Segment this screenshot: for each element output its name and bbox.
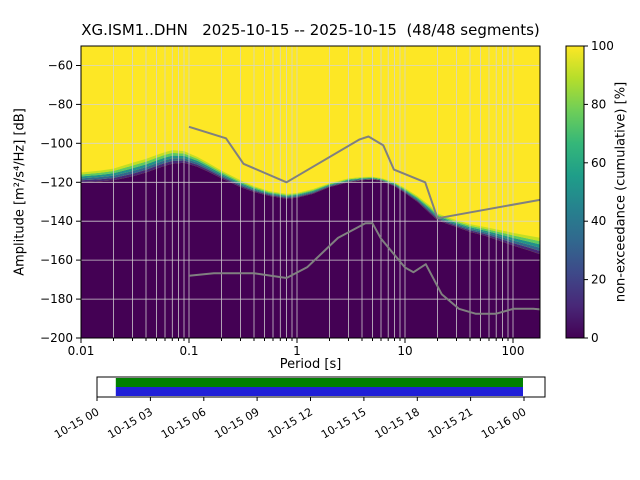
colorbar-tick-label: 80 <box>591 97 606 111</box>
timeline-tick-label: 10-15 18 <box>372 405 421 441</box>
timeline-tick-label: 10-15 15 <box>319 405 368 441</box>
x-axis-ticks <box>80 338 514 343</box>
y-tick-label: −180 <box>40 292 73 306</box>
colorbar-tick-label: 20 <box>591 273 606 287</box>
x-tick-label: 0.1 <box>179 344 198 358</box>
y-tick-label: −60 <box>48 59 73 73</box>
colorbar-tick-label: 40 <box>591 214 606 228</box>
ppsd-region-0pct <box>81 162 540 338</box>
timeline-tick-label: 10-16 00 <box>479 405 528 441</box>
y-tick-label: −80 <box>48 97 73 111</box>
colorbar-gradient <box>566 46 584 338</box>
timeline-tick-label: 10-15 06 <box>159 405 208 441</box>
colorbar-ticks <box>584 45 588 339</box>
colorbar-tick-label: 0 <box>591 331 599 345</box>
timeline-ticks <box>96 397 525 401</box>
colorbar-tick-label: 60 <box>591 156 606 170</box>
x-axis-label: Period [s] <box>279 357 342 372</box>
x-tick-label: 10 <box>397 344 412 358</box>
y-tick-labels: −60 −80 −100 −120 −140 −160 −180 −200 <box>40 59 73 346</box>
nlnm-noise-model-curve <box>188 222 540 315</box>
timeline-tick-label: 10-15 21 <box>426 405 475 441</box>
nhnm-noise-model-curve <box>188 125 540 220</box>
y-axis-ticks <box>76 65 81 339</box>
timeline-tick-label: 10-15 09 <box>212 405 261 441</box>
noise-models <box>188 125 540 315</box>
y-tick-label: −120 <box>40 175 73 189</box>
timeline-tick-labels: 10-15 00 10-15 03 10-15 06 10-15 09 10-15 12… <box>52 405 528 441</box>
y-tick-label: −100 <box>40 136 73 150</box>
x-tick-labels: 0.01 0.1 1 10 100 <box>68 344 525 358</box>
x-tick-label: 1 <box>293 344 301 358</box>
y-tick-label: −160 <box>40 253 73 267</box>
colorbar-border <box>565 45 585 339</box>
x-tick-label: 0.01 <box>68 344 95 358</box>
y-axis-label: Amplitude [m²/s⁴/Hz] [dB] <box>12 108 28 276</box>
plot-border <box>80 45 541 339</box>
timeline-tick-label: 10-15 00 <box>52 405 101 441</box>
timeline-data-bar <box>115 387 524 396</box>
y-tick-label: −200 <box>40 331 73 345</box>
chart-title: XG.ISM1..DHN 2025-10-15 -- 2025-10-15 (4… <box>81 21 540 39</box>
timeline-covered-bar <box>115 378 524 387</box>
x-tick-label: 100 <box>502 344 525 358</box>
y-tick-label: −140 <box>40 214 73 228</box>
ppsd-heatmap <box>81 46 540 338</box>
colorbar-label: non-exceedance (cumulative) [%] <box>613 81 629 303</box>
colorbar-tick-label: 100 <box>591 39 614 53</box>
timeline-tick-label: 10-15 03 <box>106 405 155 441</box>
colorbar-tick-labels: 0 20 40 60 80 100 <box>591 39 614 345</box>
timeline-tick-label: 10-15 12 <box>266 405 315 441</box>
